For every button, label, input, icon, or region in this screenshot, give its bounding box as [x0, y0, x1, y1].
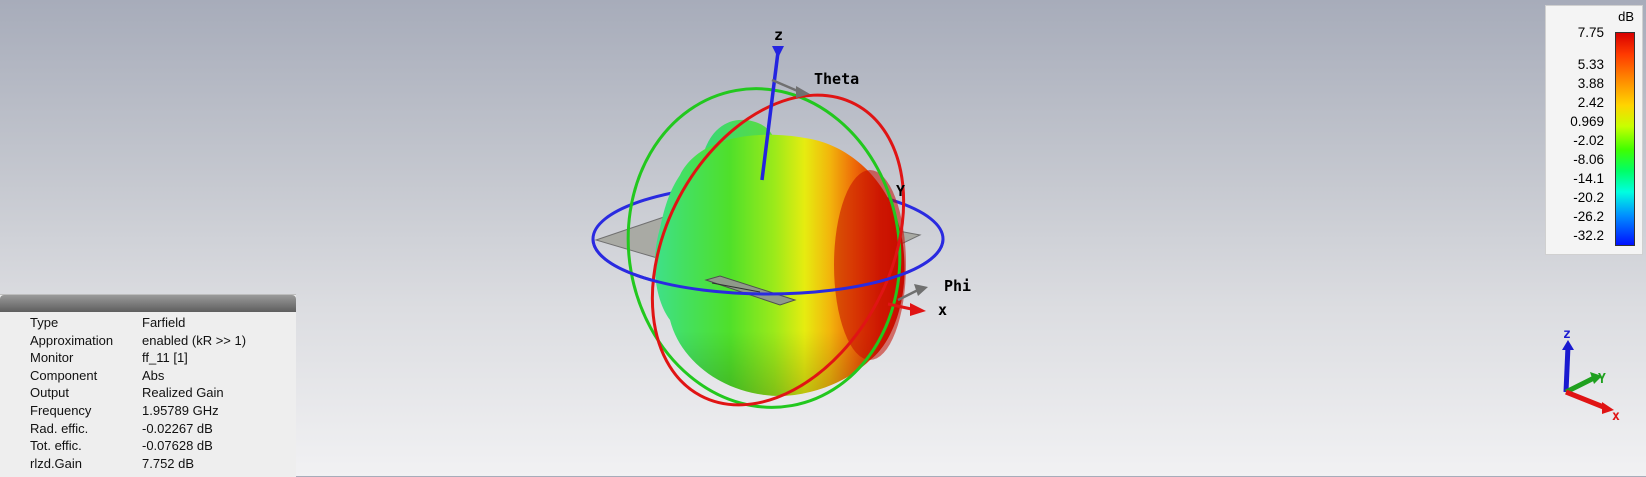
legend-tick: 5.33 — [1577, 57, 1604, 72]
theta-ring-green — [626, 87, 902, 409]
legend-tick: -32.2 — [1573, 228, 1604, 243]
z-axis-label: z — [774, 26, 783, 44]
triad-x-arrowhead — [1602, 402, 1614, 414]
theta-ring-red — [650, 93, 906, 407]
legend-tick: -8.06 — [1573, 152, 1604, 167]
phi-arrowhead — [914, 284, 928, 296]
x-axis-arrowhead — [910, 303, 926, 316]
triad-y-arrowhead — [1590, 372, 1602, 384]
info-value: -0.07628 dB — [142, 438, 213, 454]
legend-tick: 3.88 — [1577, 76, 1604, 91]
y-axis-label: Y — [896, 182, 905, 200]
info-key: Component — [30, 367, 98, 383]
info-row: Frequency 1.95789 GHz — [30, 402, 246, 420]
info-key: Output — [30, 385, 70, 401]
info-key: Type — [30, 315, 59, 330]
legend-tick: -26.2 — [1573, 209, 1604, 224]
info-table: Type Farfield Approximation enabled (kR >>… — [30, 314, 246, 472]
info-value: ff_11 [1] — [142, 350, 188, 366]
triad-z-axis — [1563, 345, 1571, 393]
info-value: Abs — [142, 367, 165, 383]
farfield-lobe-front-cap — [834, 170, 906, 360]
legend-unit: dB — [1618, 9, 1634, 24]
x-axis-label: x — [938, 301, 947, 319]
info-key: Tot. effic. — [30, 438, 82, 454]
theta-label: Theta — [814, 70, 859, 88]
triad-y-label[interactable]: Y — [1598, 372, 1606, 387]
info-row: Approximation enabled (kR >> 1) — [30, 332, 246, 350]
info-row: Rad. effic. -0.02267 dB — [30, 420, 246, 438]
triad-x-axis — [1565, 389, 1607, 411]
triad-x-label[interactable]: x — [1612, 409, 1620, 424]
color-scale-legend: dB 7.75 5.33 3.88 2.42 0.969 -2.02 -8.06… — [1545, 5, 1643, 255]
info-key: Approximation — [30, 332, 114, 348]
info-value: 1.95789 GHz — [142, 402, 219, 418]
legend-tick: -2.02 — [1573, 133, 1604, 148]
info-value: 7.752 dB — [142, 455, 195, 471]
legend-tick: 7.75 — [1577, 25, 1604, 40]
legend-tick: 2.42 — [1577, 95, 1604, 110]
info-row: Component Abs — [30, 367, 246, 385]
info-value: enabled (kR >> 1) — [142, 332, 247, 348]
triad-y-axis — [1564, 375, 1596, 395]
orientation-triad[interactable]: z Y x — [1562, 327, 1620, 424]
info-key: Monitor — [30, 350, 74, 366]
info-key: rlzd.Gain — [30, 455, 83, 471]
theta-arrowhead — [796, 86, 810, 98]
triad-z-arrowhead — [1562, 340, 1574, 350]
info-value: Farfield — [142, 315, 186, 330]
phi-ring-front — [591, 238, 945, 296]
legend-tick: 0.969 — [1570, 114, 1604, 129]
info-row: Output Realized Gain — [30, 384, 246, 402]
theta-arrow — [771, 78, 801, 94]
triad-z-label[interactable]: z — [1563, 327, 1571, 342]
antenna-feed — [711, 282, 761, 293]
z-axis-arrowhead — [772, 46, 784, 58]
farfield-info-panel: Type Farfield Approximation enabled (kR >>… — [0, 294, 296, 477]
phi-arrow — [897, 288, 919, 302]
info-panel-titlebar[interactable] — [0, 295, 296, 312]
info-row: Type Farfield — [30, 314, 246, 332]
legend-colorbar — [1615, 32, 1635, 246]
info-row: Tot. effic. -0.07628 dB — [30, 437, 246, 455]
info-key: Rad. effic. — [30, 420, 89, 436]
legend-tick: -20.2 — [1573, 190, 1604, 205]
phi-label: Phi — [944, 277, 971, 295]
legend-tick: -14.1 — [1573, 171, 1604, 186]
z-axis — [760, 51, 780, 181]
info-key: Frequency — [30, 402, 92, 418]
info-value: -0.02267 dB — [142, 420, 213, 436]
farfield-lobe-shading — [654, 134, 905, 396]
info-row: Monitor ff_11 [1] — [30, 349, 246, 367]
info-value: Realized Gain — [142, 385, 224, 401]
info-row: rlzd.Gain 7.752 dB — [30, 455, 246, 473]
